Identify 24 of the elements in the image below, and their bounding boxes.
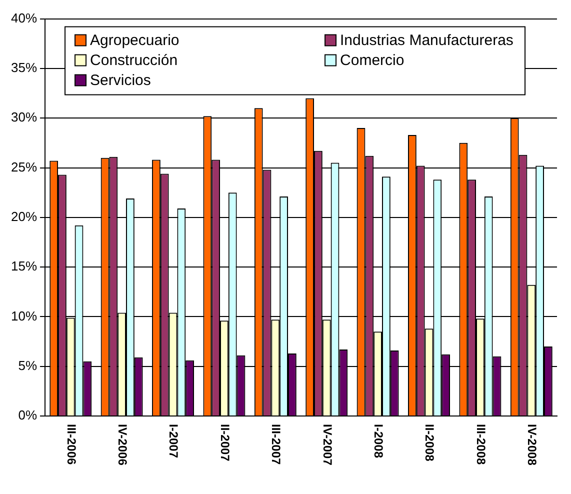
x-tick-label: III-2008 (474, 424, 488, 466)
y-tick-label: 5% (18, 358, 38, 373)
x-tick-label: II-2007 (218, 424, 232, 462)
y-tick-label: 0% (18, 408, 38, 423)
legend-label: Agropecuario (90, 32, 180, 49)
x-tick-label: III-2007 (269, 424, 284, 466)
x-tick-label: IV-2008 (525, 424, 540, 466)
x-tick-label: I-2007 (166, 424, 181, 458)
legend-label: Construcción (90, 52, 178, 69)
y-tick-label: 35% (10, 60, 38, 76)
x-tick-label: I-2008 (371, 424, 386, 458)
legend-label: Servicios (90, 72, 151, 89)
y-tick-label: 30% (10, 110, 38, 125)
y-tick-label: 25% (10, 159, 38, 174)
y-tick-label: 20% (10, 208, 38, 224)
x-tick-label: IV-2007 (320, 424, 334, 466)
y-tick-label: 15% (10, 258, 38, 274)
y-tick-label: 40% (10, 10, 38, 26)
y-tick-label: 10% (10, 308, 38, 324)
legend-label: Industrias Manufactureras (340, 32, 514, 49)
x-tick-label: III-2006 (64, 424, 78, 466)
x-tick-label: IV-2006 (116, 424, 130, 466)
legend-label: Comercio (340, 52, 404, 69)
x-tick-label: II-2008 (422, 424, 437, 462)
